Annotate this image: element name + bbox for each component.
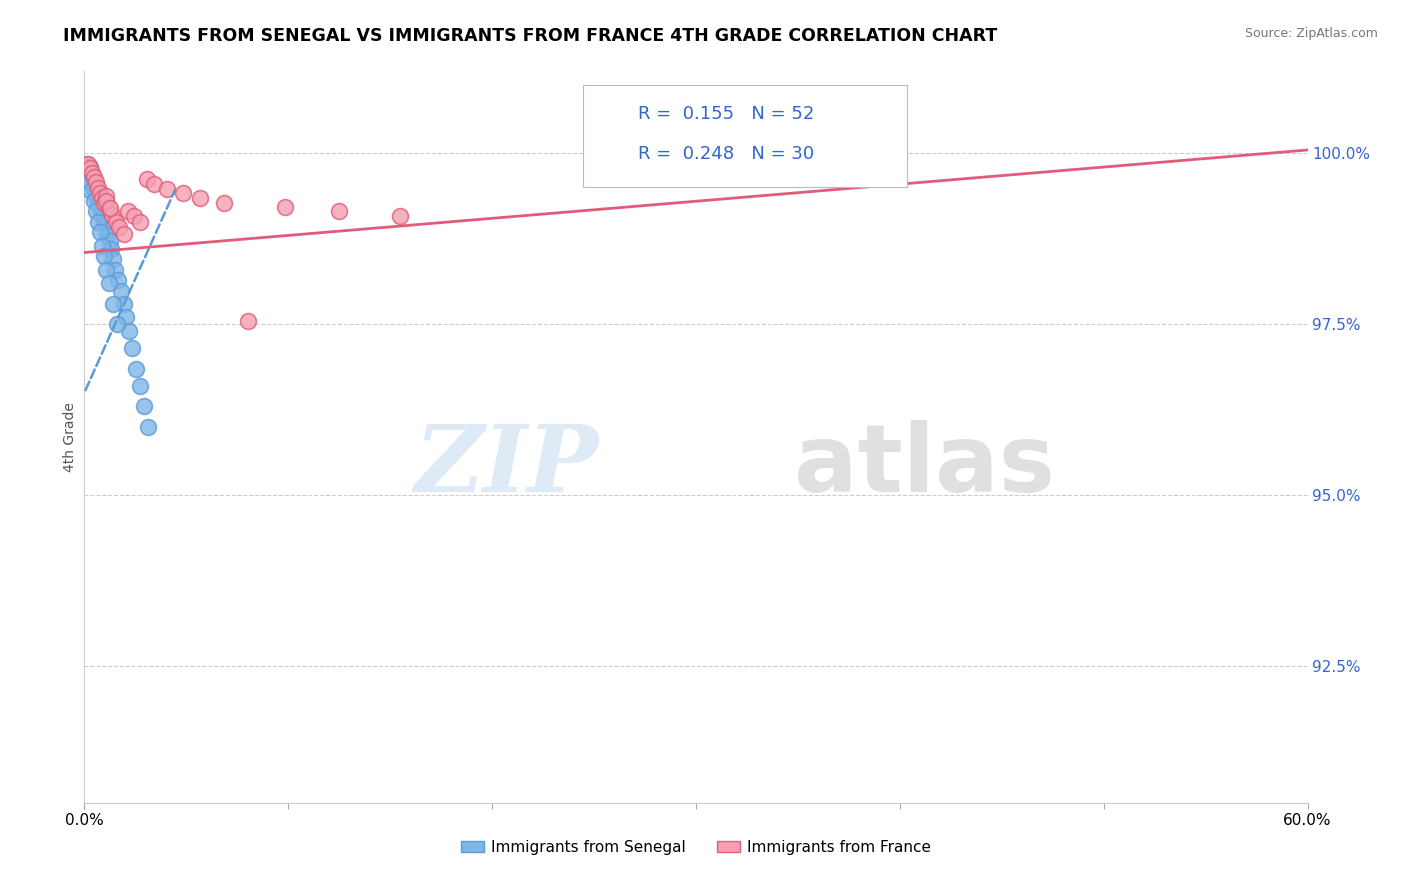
Point <box>83 194 105 209</box>
Point <box>143 177 166 191</box>
Point <box>90 204 112 219</box>
Point <box>83 180 105 194</box>
Point <box>112 297 135 311</box>
Point <box>79 160 101 174</box>
Point <box>90 208 112 222</box>
Point <box>93 249 115 263</box>
Point <box>108 220 131 235</box>
Point <box>101 208 124 222</box>
Point <box>87 188 110 202</box>
Point <box>135 172 157 186</box>
Point <box>98 201 121 215</box>
Point <box>104 215 127 229</box>
Point <box>86 191 108 205</box>
Point <box>103 297 125 311</box>
Point <box>87 180 110 194</box>
Point <box>80 167 103 181</box>
Point <box>84 175 107 189</box>
Point <box>136 420 159 434</box>
Point <box>82 170 104 185</box>
Text: ZIP: ZIP <box>413 421 598 511</box>
Point <box>125 361 148 376</box>
Point <box>212 195 235 210</box>
Point <box>118 324 141 338</box>
Point <box>93 215 115 229</box>
Point <box>93 195 115 210</box>
Point <box>107 273 129 287</box>
Point <box>128 379 150 393</box>
Point <box>156 182 179 196</box>
Point <box>89 201 111 215</box>
Point <box>94 218 117 232</box>
Point <box>91 238 114 252</box>
Point <box>84 204 107 219</box>
Point <box>389 209 412 223</box>
Point <box>84 184 107 198</box>
Point <box>86 194 108 209</box>
Point <box>172 186 194 200</box>
Text: R =  0.155   N = 52: R = 0.155 N = 52 <box>638 105 814 123</box>
Point <box>86 215 108 229</box>
Point <box>328 204 350 219</box>
Point <box>84 180 107 194</box>
Text: atlas: atlas <box>794 420 1054 512</box>
Point <box>82 174 104 188</box>
Point <box>132 400 155 414</box>
Point <box>122 209 145 223</box>
Point <box>76 156 98 170</box>
Point <box>104 262 127 277</box>
Point <box>79 161 101 176</box>
Point <box>82 165 104 179</box>
Point <box>121 341 143 355</box>
Point <box>128 215 150 229</box>
Point <box>91 202 114 217</box>
Point <box>94 194 117 209</box>
Point <box>93 209 115 223</box>
Point <box>87 197 110 211</box>
Point <box>274 200 297 214</box>
Point <box>105 318 128 332</box>
Point <box>91 211 114 226</box>
Point <box>91 191 114 205</box>
Point <box>238 314 260 328</box>
Legend: Immigrants from Senegal, Immigrants from France: Immigrants from Senegal, Immigrants from… <box>454 834 938 861</box>
Point <box>110 285 132 299</box>
Point <box>96 262 118 277</box>
Text: Source: ZipAtlas.com: Source: ZipAtlas.com <box>1244 27 1378 40</box>
Point <box>115 310 138 325</box>
Point <box>112 227 135 241</box>
Point <box>103 252 125 267</box>
Point <box>89 195 111 210</box>
Y-axis label: 4th Grade: 4th Grade <box>63 402 77 472</box>
Point <box>96 228 118 243</box>
Point <box>77 156 100 170</box>
Text: IMMIGRANTS FROM SENEGAL VS IMMIGRANTS FROM FRANCE 4TH GRADE CORRELATION CHART: IMMIGRANTS FROM SENEGAL VS IMMIGRANTS FR… <box>63 27 997 45</box>
Point <box>96 188 118 202</box>
Text: R =  0.248   N = 30: R = 0.248 N = 30 <box>638 145 814 163</box>
Point <box>97 223 120 237</box>
Point <box>98 277 121 291</box>
Point <box>98 234 121 248</box>
Point <box>188 191 211 205</box>
Point <box>83 177 105 191</box>
Point <box>80 184 103 198</box>
Point <box>100 242 122 256</box>
Point <box>89 225 111 239</box>
Point <box>77 174 100 188</box>
Point <box>79 163 101 178</box>
Point <box>83 170 105 185</box>
Point <box>84 187 107 202</box>
Point <box>89 186 111 200</box>
Point <box>117 204 139 219</box>
Point <box>98 201 121 215</box>
